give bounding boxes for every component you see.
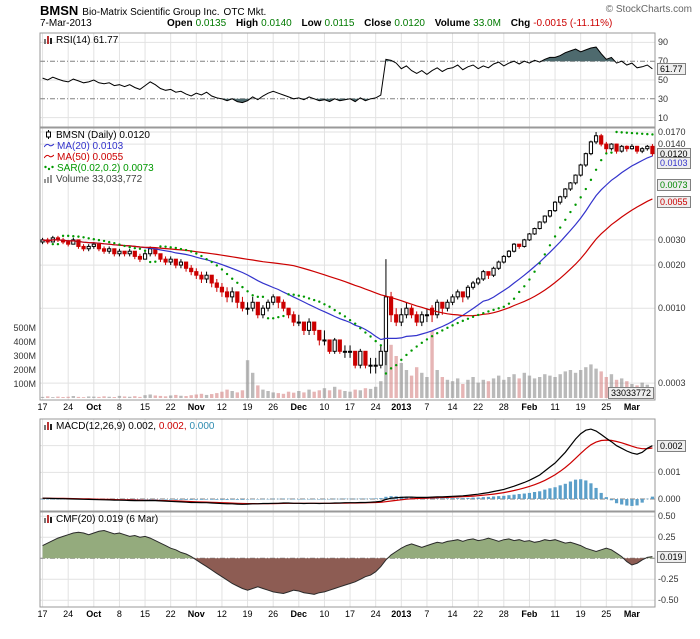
high-value: 0.0140 <box>261 18 292 29</box>
quote-line: Open 0.0135 High 0.0140 Low 0.0115 Close 0.0… <box>160 18 612 29</box>
ma20-legend-label: MA(20) 0.0103 <box>57 141 124 152</box>
cmf-area <box>42 529 653 595</box>
ma50-legend: MA(50) 0.0055 <box>44 152 123 163</box>
cmf-legend-label: CMF(20) 0.019 (6 Mar) <box>56 514 159 525</box>
rsi-legend-label: RSI(14) 61.77 <box>56 35 119 46</box>
cmf-icon <box>44 515 52 523</box>
volume-bars-icon <box>44 175 52 183</box>
sar-legend-label: SAR(0.02,0.2) 0.0073 <box>57 163 154 174</box>
cmf-legend: CMF(20) 0.019 (6 Mar) <box>44 514 158 525</box>
panel-borders <box>39 32 656 608</box>
price-legend: BMSN (Daily) 0.0120 <box>44 130 150 141</box>
volume-legend: Volume 33,033,772 <box>44 174 142 185</box>
exchange-name: OTC Mkt. <box>223 7 267 18</box>
close-label: Close <box>364 18 392 29</box>
panel-backgrounds <box>40 33 655 607</box>
macd-icon <box>44 422 52 430</box>
ma50-line <box>42 198 653 317</box>
sar-dots-icon <box>44 165 54 171</box>
copyright: © StockCharts.com <box>605 4 692 15</box>
ma50-legend-label: MA(50) 0.0055 <box>57 152 124 163</box>
macd-legend: MACD(12,26,9) 0.002, 0.002, 0.000 <box>44 421 214 432</box>
low-label: Low <box>301 18 322 29</box>
volume-label: Volume <box>434 18 471 29</box>
open-value: 0.0135 <box>195 18 227 29</box>
macd-line-value: 0.002, <box>128 421 157 432</box>
sar-dots <box>51 130 654 375</box>
ma50-line-icon <box>44 154 54 159</box>
rsi-legend: RSI(14) 61.77 <box>44 35 118 46</box>
chart-date: 7-Mar-2013 <box>40 18 92 29</box>
price-legend-label: BMSN (Daily) 0.0120 <box>56 130 150 141</box>
rsi-line-series <box>42 46 653 104</box>
candlestick-icon <box>46 130 51 139</box>
header: BMSN Bio-Matrix Scientific Group Inc. OTC … <box>40 2 266 20</box>
candlestick-series <box>40 132 655 374</box>
volume-legend-label: Volume 33,033,772 <box>56 174 143 185</box>
macd-legend-label: MACD(12,26,9) <box>56 421 126 432</box>
ma20-line-icon <box>44 143 54 148</box>
open-label: Open <box>167 18 193 29</box>
low-value: 0.0115 <box>324 18 355 29</box>
macd-hist-value: 0.000 <box>189 421 215 432</box>
ma20-legend: MA(20) 0.0103 <box>44 141 123 152</box>
macd-signal-value: 0.002, <box>158 421 187 432</box>
close-value: 0.0120 <box>394 18 425 29</box>
volume-value: 33.0M <box>473 18 501 29</box>
company-name: Bio-Matrix Scientific Group Inc. <box>82 7 220 18</box>
chg-value: -0.0015 (-11.11%) <box>533 18 613 29</box>
high-label: High <box>235 18 259 29</box>
chg-label: Chg <box>510 18 531 29</box>
sar-legend: SAR(0.02,0.2) 0.0073 <box>44 163 154 174</box>
macd-line <box>42 428 653 505</box>
ticker-symbol: BMSN <box>40 3 79 18</box>
rsi-icon <box>44 36 52 44</box>
